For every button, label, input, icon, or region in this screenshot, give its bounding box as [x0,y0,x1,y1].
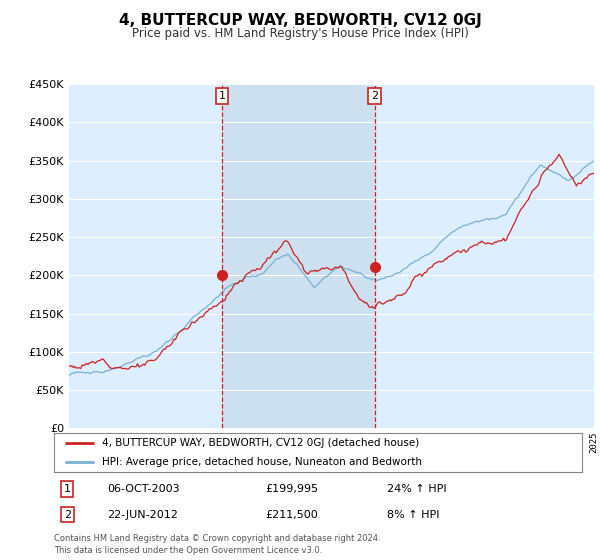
Text: 4, BUTTERCUP WAY, BEDWORTH, CV12 0GJ: 4, BUTTERCUP WAY, BEDWORTH, CV12 0GJ [119,13,481,28]
Text: 8% ↑ HPI: 8% ↑ HPI [386,510,439,520]
Text: 2: 2 [64,510,71,520]
Text: £211,500: £211,500 [265,510,318,520]
Text: Contains HM Land Registry data © Crown copyright and database right 2024.
This d: Contains HM Land Registry data © Crown c… [54,534,380,555]
Text: 24% ↑ HPI: 24% ↑ HPI [386,484,446,494]
Text: £199,995: £199,995 [265,484,319,494]
Text: 2: 2 [371,91,378,101]
Bar [222,84,375,428]
Text: 1: 1 [64,484,71,494]
Text: 22-JUN-2012: 22-JUN-2012 [107,510,178,520]
Text: 06-OCT-2003: 06-OCT-2003 [107,484,179,494]
Text: 4, BUTTERCUP WAY, BEDWORTH, CV12 0GJ (detached house): 4, BUTTERCUP WAY, BEDWORTH, CV12 0GJ (de… [101,438,419,448]
Text: HPI: Average price, detached house, Nuneaton and Bedworth: HPI: Average price, detached house, Nune… [101,457,422,467]
Text: Price paid vs. HM Land Registry's House Price Index (HPI): Price paid vs. HM Land Registry's House … [131,27,469,40]
Text: 1: 1 [218,91,226,101]
